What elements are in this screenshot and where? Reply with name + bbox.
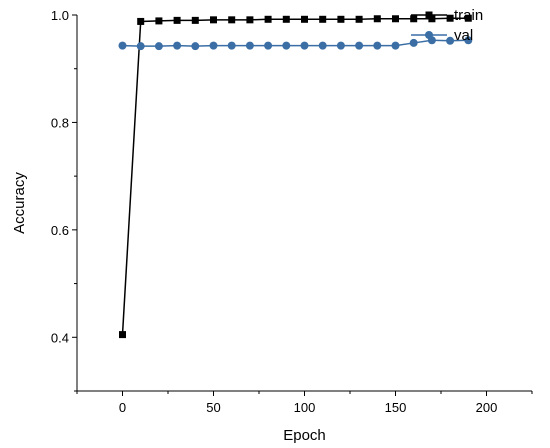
data-point-val <box>154 42 163 51</box>
data-point-val <box>264 41 273 50</box>
data-point-train <box>319 15 327 23</box>
data-point-train <box>173 16 181 24</box>
data-point-train <box>337 15 345 23</box>
data-point-val <box>282 41 291 50</box>
y-tick-label: 0.8 <box>51 115 69 130</box>
y-tick-label: 0.6 <box>51 223 69 238</box>
legend-label-train: train <box>454 7 483 24</box>
y-axis-label: Accuracy <box>11 172 28 234</box>
data-point-val <box>191 42 200 51</box>
data-point-val <box>118 41 127 50</box>
series-line-train <box>121 17 469 335</box>
data-point-train <box>191 16 199 24</box>
y-tick-label: 0.4 <box>51 330 69 345</box>
x-tick-label: 200 <box>476 400 498 415</box>
y-tick-label: 1.0 <box>51 8 69 23</box>
series-layer <box>118 14 473 339</box>
data-point-val <box>373 41 382 50</box>
data-point-val <box>300 41 309 50</box>
data-point-train <box>392 15 399 23</box>
data-point-val <box>209 41 218 50</box>
data-point-train <box>410 15 418 23</box>
data-point-train <box>355 15 363 23</box>
data-point-val <box>409 38 418 47</box>
data-point-train <box>301 15 308 23</box>
series-train <box>119 14 472 339</box>
data-point-train <box>137 17 145 25</box>
data-point-val <box>464 36 473 45</box>
legend-entry-train: train <box>411 7 483 24</box>
data-point-train <box>246 16 254 24</box>
data-point-val <box>245 41 254 50</box>
data-point-val <box>173 41 182 50</box>
x-axis-label: Epoch <box>283 427 326 444</box>
data-point-val <box>446 36 455 45</box>
x-tick-label: 100 <box>294 400 316 415</box>
data-point-val <box>318 41 327 50</box>
legend-marker-val <box>425 31 433 39</box>
legend-entry-val: val <box>411 27 473 44</box>
legend: train val <box>411 7 483 44</box>
data-point-train <box>428 15 436 23</box>
x-tick-label: 50 <box>206 400 220 415</box>
axes: 0 50 100 150 200 0.4 0.6 0.8 1.0 Epoch Accuracy <box>11 8 533 444</box>
legend-marker-train <box>425 11 433 19</box>
series-val <box>118 36 473 51</box>
data-point-train <box>155 17 163 25</box>
data-point-train <box>282 15 290 23</box>
data-point-train <box>119 331 126 339</box>
data-point-train <box>464 14 472 22</box>
data-point-train <box>228 16 236 24</box>
data-point-train <box>264 15 272 23</box>
data-point-train <box>446 14 454 22</box>
data-point-val <box>355 41 364 50</box>
data-point-val <box>136 42 145 51</box>
legend-label-val: val <box>454 27 473 44</box>
data-point-train <box>373 15 381 23</box>
x-tick-label: 150 <box>385 400 407 415</box>
data-point-val <box>391 41 400 50</box>
data-point-val <box>336 41 345 50</box>
data-point-train <box>210 16 217 24</box>
data-point-val <box>227 41 236 50</box>
x-tick-label: 0 <box>119 400 126 415</box>
